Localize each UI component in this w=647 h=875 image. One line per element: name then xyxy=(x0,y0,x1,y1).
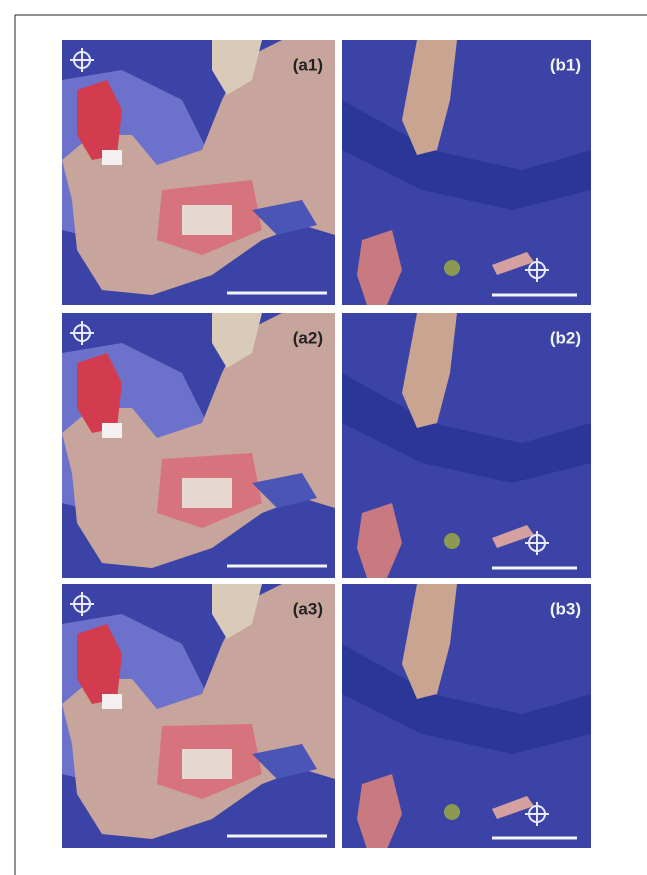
panel-content xyxy=(342,40,591,305)
panel-content xyxy=(342,584,591,849)
island xyxy=(444,533,460,549)
image-panel: (a3) xyxy=(62,584,335,848)
bright xyxy=(102,423,122,438)
image-panel: (a2) xyxy=(62,313,335,578)
figure: (a1) (b1) (a2) (b2) (a3) (b3) xyxy=(0,0,647,875)
bright xyxy=(102,150,122,165)
image-panel: (b2) xyxy=(342,313,591,578)
panel-content xyxy=(62,584,335,848)
panel-label: (a2) xyxy=(293,328,323,347)
urban xyxy=(182,478,232,508)
image-panel: (a1) xyxy=(62,40,335,305)
panel-label: (b1) xyxy=(550,55,581,74)
panel-label: (b3) xyxy=(550,599,581,618)
image-panel: (b3) xyxy=(342,584,591,849)
image-panel: (b1) xyxy=(342,40,591,305)
panel-label: (a3) xyxy=(293,599,323,618)
island xyxy=(444,260,460,276)
island xyxy=(444,804,460,820)
panel-label: (b2) xyxy=(550,328,581,347)
panel-content xyxy=(342,313,591,578)
panel-content xyxy=(62,40,335,305)
panel-label: (a1) xyxy=(293,55,323,74)
bright xyxy=(102,694,122,709)
panel-content xyxy=(62,313,335,578)
urban xyxy=(182,749,232,779)
urban xyxy=(182,205,232,235)
